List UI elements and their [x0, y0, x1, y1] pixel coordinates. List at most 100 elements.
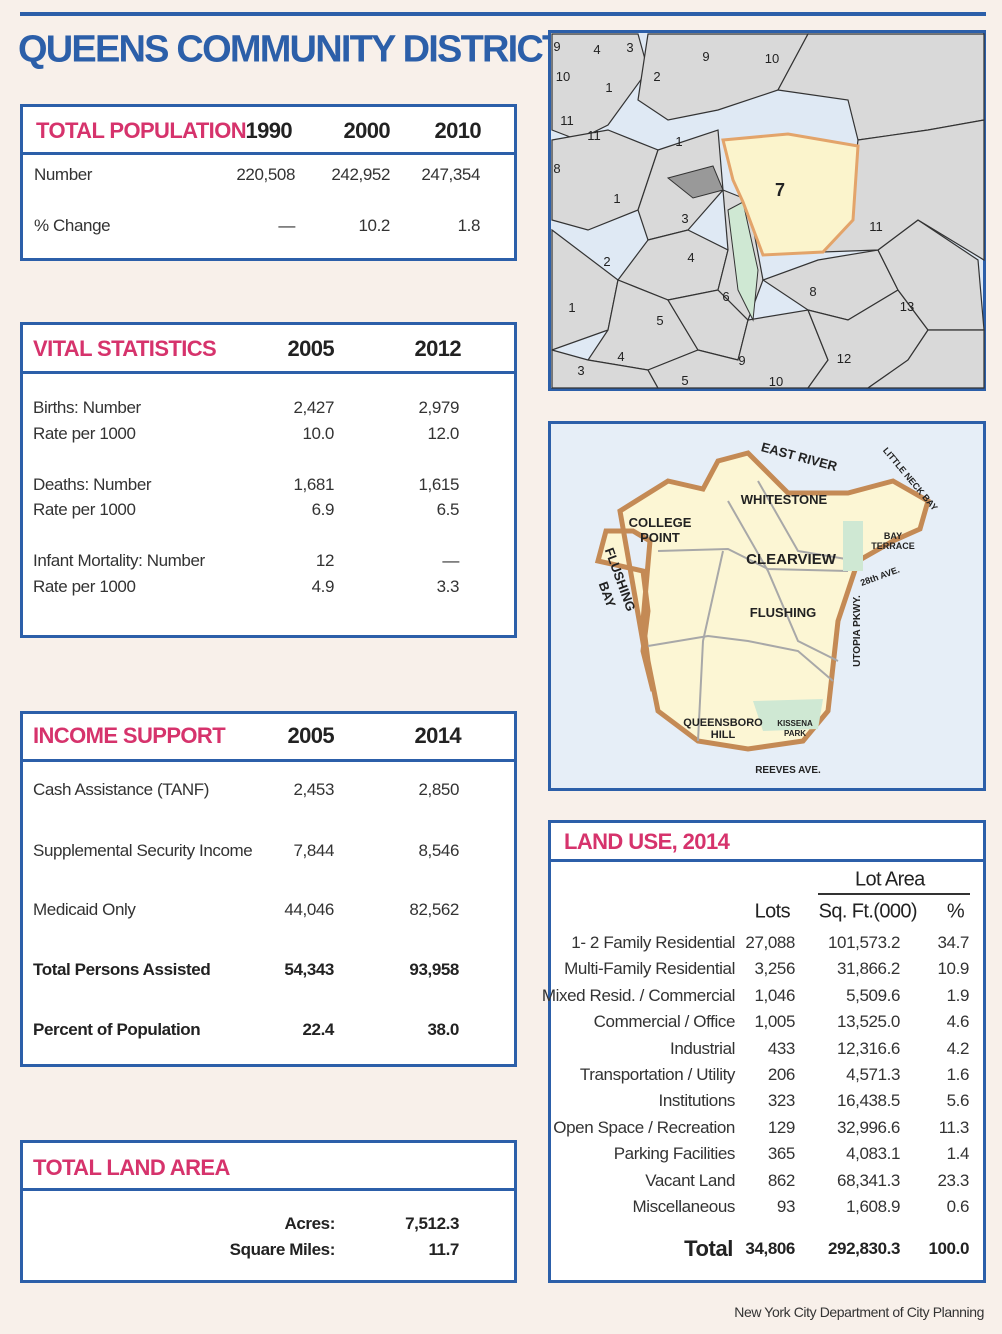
- cell: 1.6: [946, 1065, 970, 1084]
- map-label: 1: [568, 300, 575, 315]
- cell: 82,562: [409, 900, 459, 919]
- cell: 4,571.3: [846, 1065, 900, 1084]
- cell: 1.8: [457, 216, 481, 235]
- cell: 1,608.9: [846, 1197, 900, 1216]
- footer-credit: New York City Department of City Plannin…: [734, 1304, 984, 1320]
- map-label: 9: [702, 49, 709, 64]
- cell: 1,046: [754, 985, 795, 1005]
- cell: 129: [767, 1117, 796, 1137]
- column-header: 2005: [287, 723, 334, 748]
- map-label: 12: [837, 351, 851, 366]
- map-label: 1: [605, 80, 612, 95]
- row-label: Transportation / Utility: [579, 1065, 736, 1084]
- map-label: 7: [775, 180, 785, 200]
- map-label: PARK: [784, 729, 806, 738]
- cell: 3.3: [436, 577, 460, 596]
- map-label: FLUSHING: [750, 605, 816, 620]
- cell: 323: [767, 1091, 796, 1111]
- column-header: 2000: [343, 118, 390, 143]
- row-label: Number: [34, 165, 93, 184]
- cell: 7,512.3: [405, 1214, 459, 1233]
- map-label: 1: [613, 191, 620, 206]
- cell: 34.7: [937, 933, 970, 952]
- row-label: Commercial / Office: [593, 1012, 736, 1032]
- map-label: 2: [653, 69, 660, 84]
- cell: 38.0: [427, 1020, 460, 1039]
- section-title: TOTAL POPULATION: [36, 118, 247, 143]
- column-header: 2005: [287, 336, 334, 361]
- map-label: 4: [687, 250, 694, 265]
- land: [551, 33, 985, 389]
- row-label: Multi-Family Residential: [564, 959, 735, 979]
- cell: 242,952: [331, 165, 390, 184]
- map-label: 5: [681, 373, 688, 388]
- row-label: Births: Number: [33, 398, 141, 417]
- cell: 433: [767, 1038, 796, 1058]
- separator: [548, 859, 986, 862]
- cell: 5,509.6: [846, 985, 900, 1005]
- row-label: Deaths: Number: [33, 475, 152, 494]
- map-label: 1: [675, 134, 682, 149]
- map-label: WHITESTONE: [741, 492, 828, 507]
- cell: 4.6: [946, 1012, 970, 1032]
- map-label: KISSENA: [777, 719, 813, 728]
- cell: 10.2: [358, 216, 391, 235]
- row-label: Institutions: [658, 1091, 736, 1111]
- column-header: Lots: [754, 900, 791, 923]
- cell: 4.2: [946, 1038, 970, 1058]
- map-label: 5: [656, 313, 663, 328]
- district-7: [721, 132, 860, 257]
- cell: 7,844: [293, 841, 334, 860]
- map-label: 2: [603, 254, 610, 269]
- cell: 220,508: [236, 165, 295, 184]
- map-label: 10: [769, 374, 783, 389]
- cell: 4,083.1: [846, 1144, 900, 1164]
- park: [727, 201, 759, 322]
- cell: 31,866.2: [837, 959, 900, 979]
- map-label: REEVES AVE.: [755, 765, 821, 776]
- cell: 2,979: [418, 398, 459, 417]
- map-label: 10: [556, 69, 570, 84]
- row-label: Rate per 1000: [33, 424, 136, 443]
- map-label: POINT: [640, 530, 680, 545]
- total-cell: 100.0: [928, 1239, 969, 1258]
- map-label: 6: [722, 289, 729, 304]
- map-label: 9: [738, 353, 745, 368]
- row-label: Miscellaneous: [632, 1197, 735, 1216]
- row-label: Supplemental Security Income: [33, 841, 253, 860]
- cell: 247,354: [421, 165, 480, 184]
- map-label: QUEENSBORO: [683, 717, 763, 729]
- column-header: 1990: [245, 118, 292, 143]
- cell: 101,573.2: [827, 933, 900, 952]
- separator: [20, 759, 517, 762]
- map-label: COLLEGE: [629, 515, 692, 530]
- cell: —: [278, 216, 295, 235]
- cell: 44,046: [284, 900, 334, 919]
- cell: 206: [767, 1065, 796, 1084]
- cell: 23.3: [937, 1170, 970, 1190]
- cell: 12: [315, 551, 335, 570]
- section-title: INCOME SUPPORT: [33, 723, 226, 748]
- park: [753, 699, 823, 731]
- cell: 13,525.0: [837, 1012, 900, 1032]
- cell: —: [442, 551, 459, 570]
- row-label: Open Space / Recreation: [553, 1117, 735, 1137]
- row-label: Industrial: [670, 1038, 735, 1058]
- row-label: % Change: [34, 216, 111, 235]
- cell: 3,256: [754, 959, 795, 979]
- row-label: 1- 2 Family Residential: [571, 933, 735, 952]
- row-label: Parking Facilities: [613, 1144, 736, 1164]
- column-header: 2010: [434, 118, 481, 143]
- income-box: [20, 711, 517, 1067]
- row-label: Percent of Population: [33, 1020, 201, 1039]
- map-label: 3: [681, 211, 688, 226]
- map-label: 8: [809, 284, 816, 299]
- map-label: TERRACE: [871, 541, 915, 551]
- map-label: CLEARVIEW: [746, 551, 837, 568]
- map-label: 8: [553, 161, 560, 176]
- page-title: QUEENS COMMUNITY DISTRICT 7: [18, 28, 593, 71]
- cell: 8,546: [418, 841, 459, 860]
- cell: 22.4: [302, 1020, 335, 1039]
